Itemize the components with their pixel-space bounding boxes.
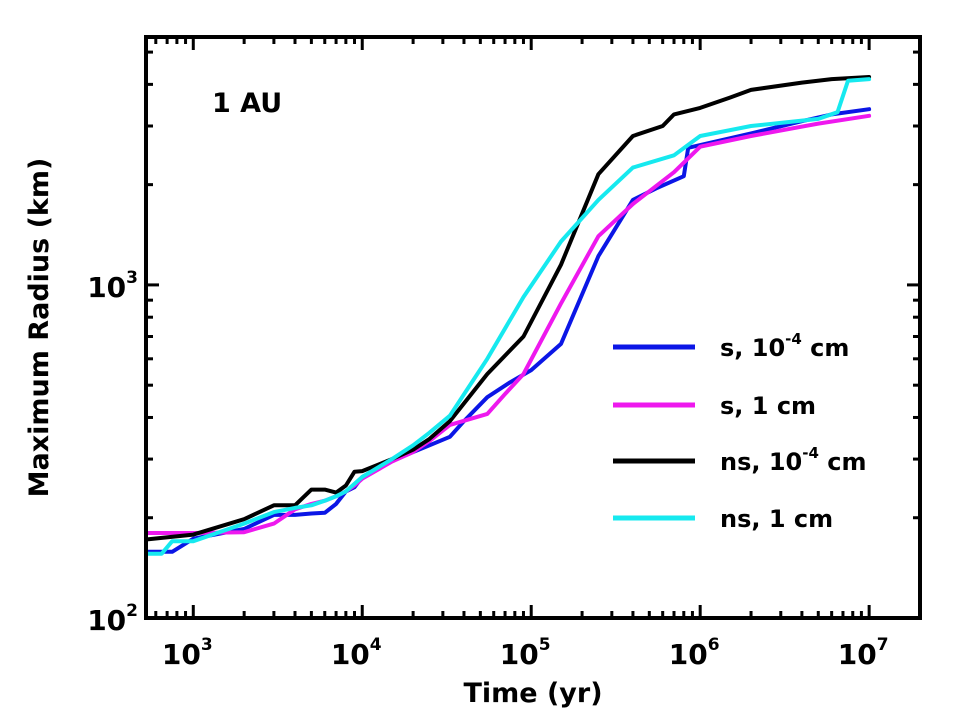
x-tick-labels: 103 104 105 106 107 xyxy=(162,635,889,671)
series-line xyxy=(144,77,872,556)
series-line xyxy=(144,107,872,554)
y-tick-label: 103 xyxy=(87,268,138,304)
series-lines xyxy=(144,75,872,556)
plot-frame xyxy=(144,35,922,620)
legend-label: ns, 10-4 cm xyxy=(720,444,867,476)
x-tick-label: 106 xyxy=(669,635,720,671)
legend-label: s, 10-4 cm xyxy=(720,330,849,362)
x-tick-label: 105 xyxy=(500,635,551,671)
legend-label: s, 1 cm xyxy=(720,392,816,420)
y-tick-labels: 102 103 xyxy=(87,268,138,637)
legend-label: ns, 1 cm xyxy=(720,505,833,533)
x-tick-label: 103 xyxy=(162,635,213,671)
y-tick-label: 102 xyxy=(87,601,138,637)
y-axis-label: Maximum Radius (km) xyxy=(24,158,55,498)
annotation-label: 1 AU xyxy=(212,88,282,119)
x-axis-label: Time (yr) xyxy=(463,678,602,709)
x-tick-label: 104 xyxy=(331,635,382,671)
legend: s, 10-4 cm s, 1 cm ns, 10-4 cm ns, 1 cm xyxy=(613,330,867,533)
x-tick-label: 107 xyxy=(838,635,889,671)
series-line xyxy=(144,75,872,542)
